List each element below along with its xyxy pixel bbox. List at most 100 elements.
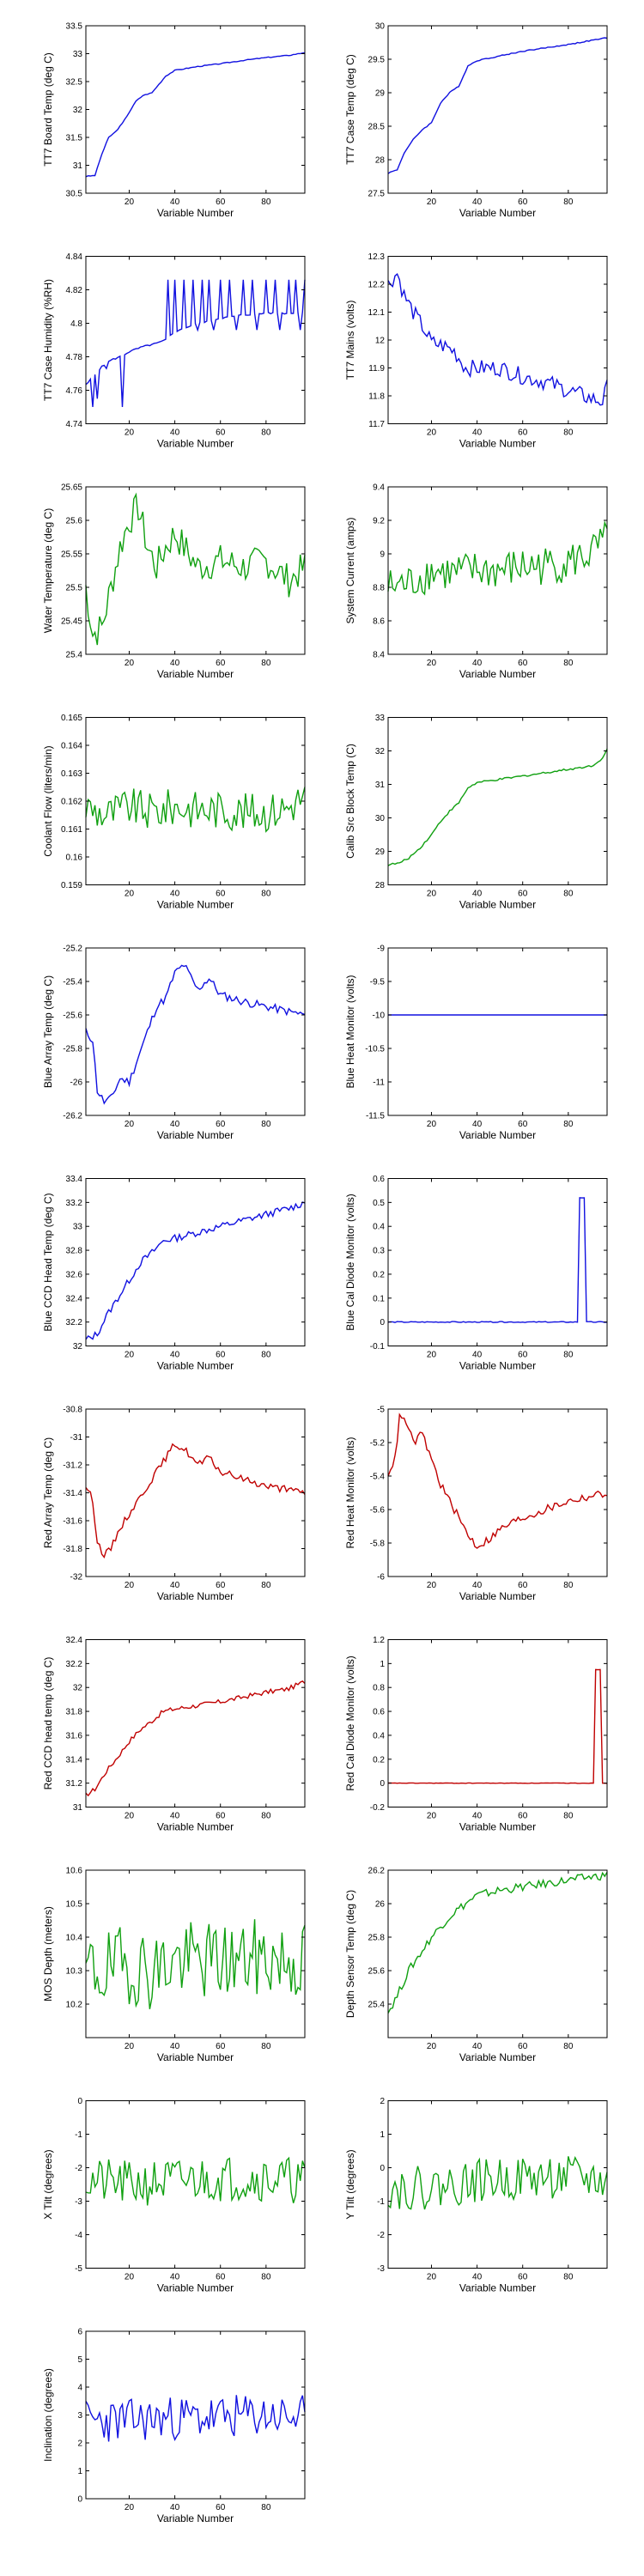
x-tick-label: 60	[518, 2042, 528, 2051]
y-tick-label: 31	[73, 161, 83, 171]
chart-4: 11.7 11.8 11.9 12 12.1 12.2 12.3 20 40 60 80 Variab…	[344, 252, 608, 450]
x-tick-label: 40	[170, 197, 180, 207]
y-tick-label: 0.159	[61, 881, 82, 890]
y-tick-label: 30.5	[66, 190, 83, 199]
y-axis-label: Calib Src Block Temp (C)	[344, 744, 356, 859]
y-tick-label: 32	[73, 106, 83, 115]
y-tick-label: -26	[70, 1078, 83, 1088]
x-tick-label: 40	[472, 1812, 483, 1821]
y-tick-label: -5.8	[370, 1540, 386, 1549]
x-tick-label: 80	[261, 197, 271, 207]
x-tick-label: 40	[170, 1812, 180, 1821]
y-tick-label: -25.2	[63, 945, 82, 954]
y-tick-label: -31.8	[63, 1545, 82, 1554]
x-tick-label: 20	[427, 659, 437, 668]
y-tick-label: 0	[380, 2164, 385, 2173]
y-tick-label: 28	[375, 156, 386, 166]
y-tick-label: 32.4	[66, 1294, 83, 1303]
series-line	[85, 1919, 306, 2009]
plot-frame	[85, 486, 306, 655]
x-axis-label: Variable Number	[459, 668, 536, 680]
y-tick-label: 25.6	[368, 1967, 386, 1977]
series-line	[85, 2395, 306, 2442]
y-tick-label: 2	[77, 2439, 82, 2449]
chart-7: 0.159 0.16 0.161 0.162 0.163 0.164 0.165 20 40 60…	[42, 714, 306, 911]
x-axis-label: Variable Number	[459, 438, 536, 450]
x-tick-label: 60	[216, 1812, 226, 1821]
y-tick-label: 0.165	[61, 714, 82, 723]
x-tick-label: 60	[216, 1581, 226, 1590]
x-tick-label: 20	[125, 2273, 135, 2282]
x-tick-label: 80	[563, 197, 574, 207]
x-tick-label: 40	[170, 659, 180, 668]
y-axis-label: TT7 Mains (volts)	[344, 301, 356, 380]
y-tick-label: 0.16	[66, 854, 83, 863]
x-tick-label: 20	[125, 2503, 135, 2512]
y-tick-label: 8.6	[373, 617, 385, 627]
y-tick-label: -4	[75, 2231, 82, 2240]
x-tick-label: 80	[563, 2042, 574, 2051]
x-tick-label: 60	[518, 1120, 528, 1129]
series-line	[85, 52, 306, 178]
series-line	[387, 1668, 608, 1784]
y-tick-label: -26.2	[63, 1112, 82, 1121]
x-tick-label: 60	[518, 428, 528, 438]
y-tick-label: 0	[380, 1779, 385, 1789]
y-tick-label: 0.1	[373, 1294, 385, 1303]
chart-3: 4.74 4.76 4.78 4.8 4.82 4.84 20 40 60 80 Variable …	[42, 252, 306, 450]
series-line	[387, 1413, 608, 1549]
series-line	[387, 520, 608, 596]
y-tick-label: 33	[73, 50, 83, 59]
y-tick-label: 29	[375, 89, 386, 99]
x-axis-label: Variable Number	[459, 1821, 536, 1833]
y-tick-label: 31	[73, 1803, 83, 1813]
x-tick-label: 80	[261, 1120, 271, 1129]
x-tick-label: 80	[563, 890, 574, 899]
y-tick-label: -30.8	[63, 1406, 82, 1415]
y-tick-label: -2	[377, 2231, 385, 2240]
x-axis-label: Variable Number	[157, 899, 234, 911]
series-line	[387, 1871, 608, 2014]
x-tick-label: 40	[170, 1581, 180, 1590]
x-tick-label: 20	[125, 890, 135, 899]
y-axis-label: Red CCD head temp (deg C)	[42, 1657, 54, 1790]
y-axis-label: X Tilt (degrees)	[42, 2149, 54, 2219]
x-tick-label: 60	[216, 2042, 226, 2051]
x-tick-label: 80	[563, 1351, 574, 1360]
y-tick-label: 25.55	[61, 550, 82, 560]
y-tick-label: 0.3	[373, 1247, 385, 1256]
y-tick-label: 10.4	[66, 1934, 83, 1943]
x-tick-label: 80	[261, 2503, 271, 2512]
x-tick-label: 40	[472, 2042, 483, 2051]
y-tick-label: 12.2	[368, 281, 386, 290]
y-tick-label: 28.5	[368, 123, 386, 132]
y-tick-label: -0.1	[370, 1342, 386, 1352]
y-axis-label: Blue Cal Diode Monitor (volts)	[344, 1194, 356, 1330]
y-tick-label: 28	[375, 881, 386, 890]
series-line	[85, 787, 306, 833]
x-axis-label: Variable Number	[459, 2282, 536, 2294]
y-tick-label: 0.164	[61, 742, 82, 751]
y-tick-label: -25.4	[63, 978, 82, 987]
y-tick-label: 0.6	[373, 1175, 385, 1184]
x-tick-label: 60	[518, 1812, 528, 1821]
y-axis-label: Blue Array Temp (deg C)	[42, 975, 54, 1088]
y-tick-label: -11	[373, 1078, 385, 1088]
chart-15: 31 31.2 31.4 31.6 31.8 32 32.2 32.4 20 40 60 80 Vari…	[42, 1636, 306, 1833]
y-tick-label: 0	[77, 2097, 82, 2106]
y-tick-label: 4.74	[66, 420, 83, 429]
y-tick-label: -10.5	[365, 1045, 385, 1054]
chart-21: 0 1 2 3 4 5 6 20 40 60 80 Variable Number Inclinatio…	[42, 2328, 306, 2524]
x-tick-label: 80	[563, 428, 574, 438]
y-tick-label: 1.2	[373, 1636, 385, 1645]
y-tick-label: 10.6	[66, 1867, 83, 1876]
y-tick-label: 25.5	[66, 584, 83, 593]
y-tick-label: 31.2	[66, 1779, 83, 1789]
plot-frame	[85, 25, 306, 194]
plot-frame	[387, 1869, 608, 2038]
y-tick-label: 0.2	[373, 1755, 385, 1765]
y-tick-label: -1	[377, 2197, 385, 2207]
x-tick-label: 80	[261, 1812, 271, 1821]
x-axis-label: Variable Number	[157, 2512, 234, 2524]
y-tick-label: 10.2	[66, 2001, 83, 2010]
